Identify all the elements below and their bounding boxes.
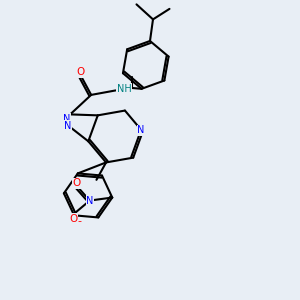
Text: O: O (72, 178, 80, 188)
Text: NH: NH (117, 84, 132, 94)
Text: O: O (76, 68, 85, 77)
Text: -: - (77, 217, 81, 226)
Text: N: N (86, 196, 93, 206)
Text: N: N (64, 121, 72, 131)
Text: N: N (63, 114, 71, 124)
Text: N: N (137, 125, 145, 135)
Text: O: O (69, 214, 77, 224)
